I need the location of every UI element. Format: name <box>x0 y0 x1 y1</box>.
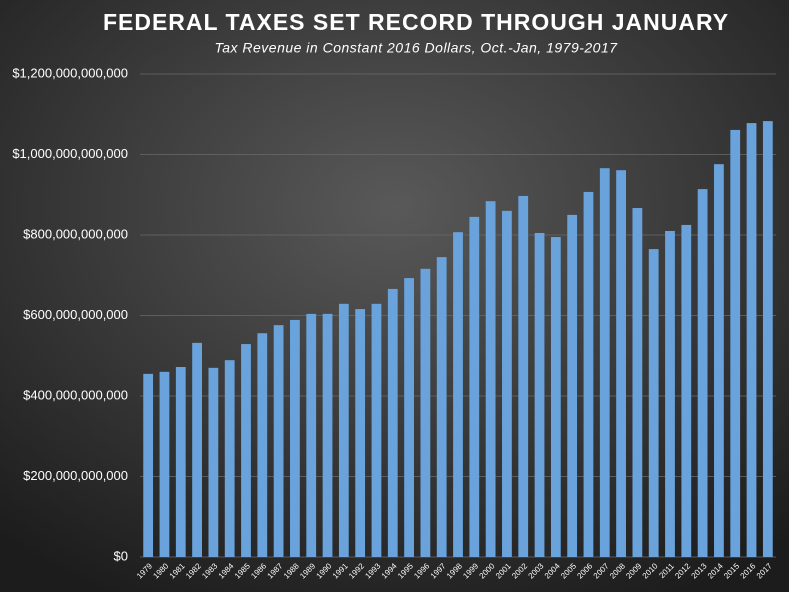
bar <box>273 325 284 557</box>
bar <box>371 303 382 557</box>
bar <box>322 313 333 557</box>
bar <box>420 268 431 557</box>
chart-subtitle: Tax Revenue in Constant 2016 Dollars, Oc… <box>214 40 618 56</box>
bar <box>143 373 154 557</box>
bar <box>224 360 235 557</box>
bar <box>338 303 349 557</box>
bar <box>436 257 447 557</box>
bar <box>192 342 202 557</box>
bar <box>485 201 496 557</box>
bar <box>175 367 186 557</box>
bar <box>550 237 561 557</box>
bar <box>355 309 366 557</box>
bar <box>159 371 170 557</box>
bar <box>387 288 398 557</box>
bar <box>469 216 480 557</box>
bar <box>404 278 414 557</box>
bar <box>534 232 545 558</box>
bar <box>730 129 741 557</box>
bar <box>746 123 757 557</box>
y-tick-label: $800,000,000,000 <box>23 226 128 241</box>
bar <box>208 367 219 557</box>
bar <box>306 313 317 557</box>
bar <box>632 208 643 557</box>
bar <box>616 170 626 557</box>
bar <box>290 319 300 557</box>
bar <box>453 232 463 557</box>
bar <box>241 344 251 557</box>
y-tick-label: $1,000,000,000,000 <box>12 146 128 161</box>
bar <box>648 249 659 557</box>
chart-title: FEDERAL TAXES SET RECORD THROUGH JANUARY <box>103 9 729 35</box>
y-tick-label: $1,200,000,000,000 <box>12 65 128 80</box>
y-tick-label: $200,000,000,000 <box>23 468 128 483</box>
bar <box>697 189 708 558</box>
bar <box>599 168 610 557</box>
bar <box>681 224 692 557</box>
bar <box>257 333 268 557</box>
y-tick-label: $400,000,000,000 <box>23 387 128 402</box>
bar <box>583 191 594 557</box>
y-tick-label: $0 <box>114 548 128 563</box>
bar <box>502 210 512 557</box>
bar <box>762 121 773 557</box>
bar <box>518 195 529 557</box>
bar <box>567 214 578 557</box>
y-tick-label: $600,000,000,000 <box>23 307 128 322</box>
bar <box>714 164 724 557</box>
bar <box>665 230 675 557</box>
